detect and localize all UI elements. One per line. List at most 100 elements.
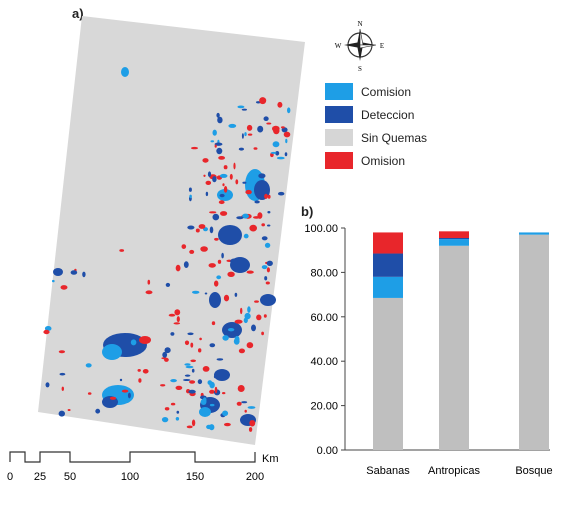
- burn-patch: [238, 348, 245, 354]
- y-tick-label: 40.00: [310, 356, 338, 368]
- burn-patch: [175, 264, 181, 272]
- burn-patch: [109, 396, 117, 400]
- y-axis: 0.00 20.00 40.00 60.00 80.00 100.00: [304, 223, 550, 457]
- burn-patch: [266, 267, 270, 273]
- burn-patch: [254, 300, 259, 303]
- burn-patch: [266, 260, 273, 266]
- burn-patch: [243, 317, 248, 324]
- burn-patch: [223, 165, 228, 170]
- burn-patch: [176, 410, 180, 414]
- legend-item-comision: Comision: [325, 80, 427, 103]
- scale-unit: Km: [262, 453, 279, 465]
- burn-patch: [216, 147, 223, 155]
- burn-patch: [267, 194, 271, 199]
- burn-patch: [283, 131, 291, 138]
- scale-tick-100: 100: [121, 471, 139, 483]
- bar-segment: [519, 234, 549, 450]
- bar-segment: [373, 297, 403, 450]
- burn-patch: [189, 249, 195, 254]
- burn-patch: [175, 417, 180, 421]
- burn-patch: [202, 366, 210, 372]
- burn-patch: [264, 296, 267, 300]
- burn-patch: [261, 223, 266, 227]
- bars: [373, 231, 549, 450]
- burn-patch: [183, 379, 191, 381]
- burn-patch: [210, 140, 215, 143]
- burn-patch: [245, 189, 252, 195]
- burn-patch: [209, 424, 215, 431]
- burn-patch: [281, 127, 288, 133]
- burn-patches: [43, 67, 291, 432]
- burn-patch: [58, 410, 65, 417]
- burn-patch: [82, 271, 86, 278]
- legend: Comision Deteccion Sin Quemas Omision: [325, 80, 427, 172]
- burn-patch: [248, 427, 253, 432]
- burn-patch: [278, 191, 285, 196]
- legend-swatch-deteccion: [325, 106, 353, 123]
- burn-patch: [147, 279, 151, 285]
- burn-patch: [212, 213, 220, 221]
- burn-patch: [209, 292, 221, 308]
- burn-patch: [227, 328, 235, 332]
- burn-patch: [229, 173, 233, 180]
- burn-patch: [173, 322, 181, 325]
- burn-patch: [202, 397, 207, 403]
- legend-label-deteccion: Deteccion: [361, 107, 415, 122]
- burn-patch: [223, 186, 228, 193]
- burn-patch: [214, 144, 217, 148]
- burn-patch: [209, 211, 217, 214]
- burn-patch: [220, 211, 228, 216]
- burn-patch: [221, 252, 224, 259]
- burn-patch: [222, 183, 225, 187]
- burn-patch: [164, 347, 171, 354]
- burn-patch: [127, 392, 131, 399]
- burn-patch: [87, 392, 92, 395]
- panel-b-label: b): [301, 204, 314, 219]
- burn-patch: [209, 381, 215, 389]
- y-tick-label: 80.00: [310, 267, 338, 279]
- burn-patch: [217, 259, 222, 264]
- x-tick-label: Sabanas: [366, 465, 410, 477]
- burn-patch: [277, 101, 283, 108]
- burn-patch: [95, 408, 101, 414]
- burn-patch: [287, 107, 291, 114]
- burn-patch: [119, 249, 125, 252]
- burn-patch: [186, 425, 193, 429]
- burn-patch: [121, 389, 129, 393]
- burn-patch: [209, 403, 215, 407]
- burn-patch: [70, 270, 78, 275]
- burn-patch: [119, 378, 123, 382]
- burn-patch: [275, 151, 280, 156]
- burn-patch: [214, 237, 219, 241]
- burn-patch: [212, 129, 217, 136]
- burn-patch: [261, 236, 268, 241]
- burn-patch: [44, 326, 52, 331]
- burn-patch: [209, 343, 216, 348]
- burn-patch: [164, 407, 170, 411]
- burn-patch: [242, 213, 249, 219]
- burn-patch: [192, 290, 200, 294]
- bar-segment: [373, 276, 403, 298]
- burn-patch: [43, 329, 50, 335]
- burn-patch: [187, 332, 194, 336]
- burn-patch: [237, 105, 245, 109]
- burn-patch: [197, 379, 203, 385]
- compass-icon: N S E W: [335, 20, 384, 72]
- burn-patch: [184, 340, 190, 346]
- burn-patch: [190, 359, 196, 363]
- burn-patch: [260, 294, 276, 306]
- burn-patch: [187, 225, 195, 230]
- burn-patch: [214, 386, 218, 394]
- burn-patch: [203, 174, 206, 177]
- y-tick-label: 20.00: [310, 401, 338, 413]
- burn-patch: [228, 123, 237, 128]
- burn-patch: [222, 410, 229, 417]
- burn-patch: [60, 285, 68, 290]
- burn-patch: [168, 313, 176, 317]
- burn-patch: [61, 386, 64, 391]
- burn-patch: [238, 147, 244, 151]
- burn-patch: [242, 181, 247, 184]
- burn-patch: [189, 194, 192, 199]
- burn-patch: [198, 224, 206, 229]
